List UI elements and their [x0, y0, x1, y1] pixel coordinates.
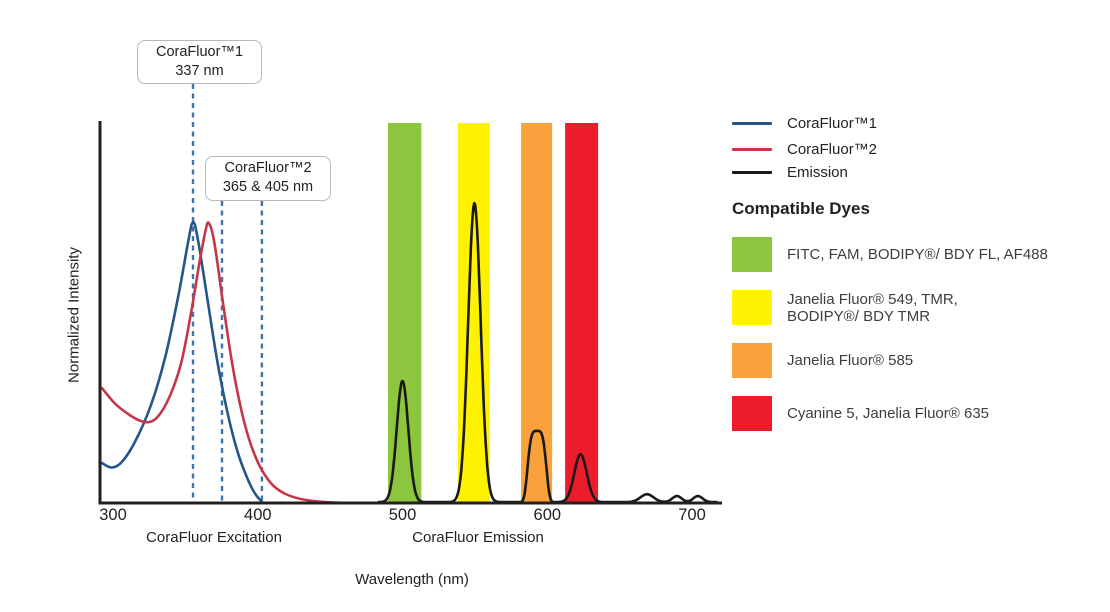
dye-label-yellow: Janelia Fluor® 549, TMR, BODIPY®/ BDY TM… [787, 290, 958, 325]
band-red [565, 123, 599, 503]
legend-item-corafluor1: CoraFluor™1 [732, 114, 1102, 132]
excitation-curves [100, 220, 341, 504]
dye-swatch-red [732, 396, 772, 431]
dye-bands [388, 123, 599, 503]
dye-row-yellow: Janelia Fluor® 549, TMR, BODIPY®/ BDY TM… [732, 290, 1102, 325]
compatible-dyes-list: FITC, FAM, BODIPY®/ BDY FL, AF488 Janelia… [732, 237, 1102, 431]
annotation-corafluor1-wavelength: 337 nm [175, 63, 224, 79]
x-tick-label-500: 500 [389, 506, 417, 524]
series-legend: CoraFluor™1 CoraFluor™2 Emission [732, 114, 1102, 181]
legend-label-corafluor2: CoraFluor™2 [787, 140, 878, 158]
legend-label-emission: Emission [787, 163, 848, 181]
excitation-indicator-lines [191, 84, 264, 502]
dye-swatch-orange [732, 343, 772, 378]
annotation-corafluor1: CoraFluor™1 337 nm [137, 40, 262, 84]
dye-row-red: Cyanine 5, Janelia Fluor® 635 [732, 396, 1102, 431]
legend-line-corafluor2 [732, 147, 772, 151]
band-green [388, 123, 422, 503]
x-tick-labels: 300 400 500 600 700 [99, 506, 706, 524]
dye-row-green: FITC, FAM, BODIPY®/ BDY FL, AF488 [732, 237, 1102, 272]
annotation-corafluor1-title: CoraFluor™1 [155, 44, 244, 60]
dye-swatch-yellow [732, 290, 772, 325]
legend-panel: CoraFluor™1 CoraFluor™2 Emission Compatibl… [732, 112, 1102, 431]
x-tick-label-600: 600 [534, 506, 562, 524]
y-axis-label: Normalized Intensity [65, 247, 83, 383]
axes [98, 121, 722, 505]
legend-label-corafluor1: CoraFluor™1 [787, 114, 878, 132]
compatible-dyes-heading: Compatible Dyes [732, 199, 870, 218]
annotation-corafluor2-wavelength: 365 & 405 nm [222, 179, 314, 195]
dye-swatch-green [732, 237, 772, 272]
legend-item-corafluor2: CoraFluor™2 [732, 140, 1102, 158]
x-axis-label: Wavelength (nm) [355, 571, 469, 588]
legend-line-corafluor1 [732, 121, 772, 125]
x-tick-label-400: 400 [244, 506, 272, 524]
x-tick-label-700: 700 [678, 506, 706, 524]
excitation-curve-2 [100, 221, 341, 504]
annotation-corafluor2-title: CoraFluor™2 [224, 160, 312, 176]
dye-label-green: FITC, FAM, BODIPY®/ BDY FL, AF488 [787, 246, 1048, 263]
excitation-section-label: CoraFluor Excitation [146, 529, 282, 546]
emission-section-label: CoraFluor Emission [412, 529, 544, 546]
legend-line-emission [732, 170, 772, 174]
annotation-corafluor2: CoraFluor™2 365 & 405 nm [205, 156, 331, 201]
excitation-curve-1 [100, 220, 263, 503]
dye-label-orange: Janelia Fluor® 585 [787, 352, 914, 369]
x-tick-label-300: 300 [99, 506, 127, 524]
legend-item-emission: Emission [732, 163, 1102, 181]
dye-label-red: Cyanine 5, Janelia Fluor® 635 [787, 405, 990, 422]
band-orange [521, 123, 553, 503]
dye-row-orange: Janelia Fluor® 585 [732, 343, 1102, 378]
